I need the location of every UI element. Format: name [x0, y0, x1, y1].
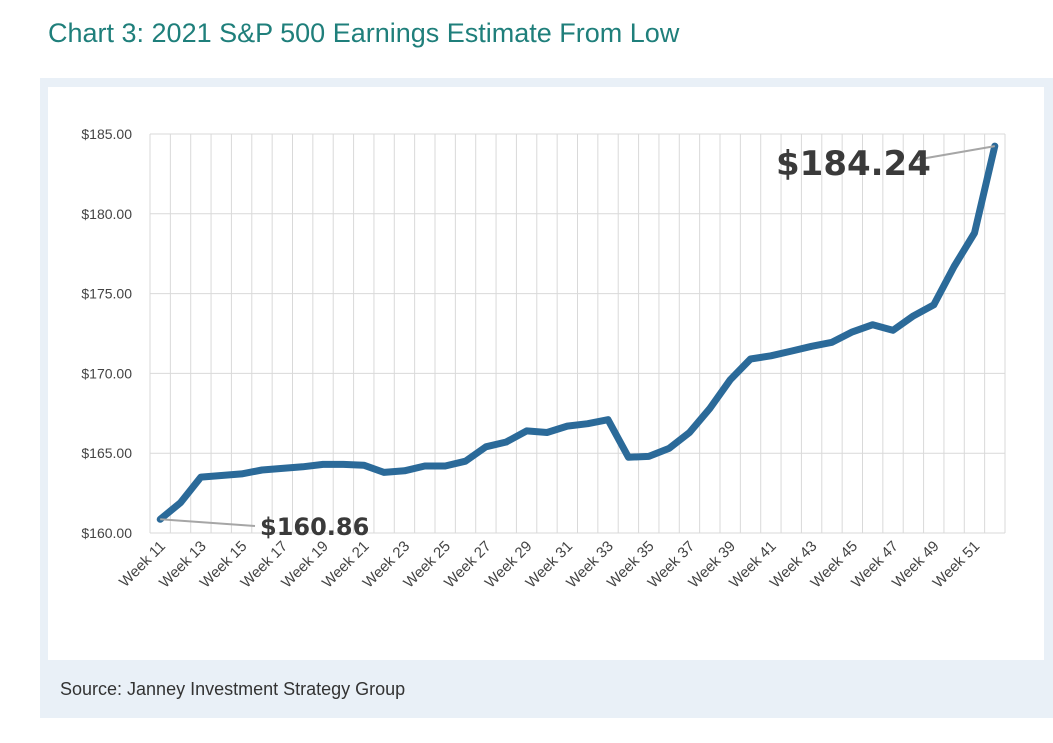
y-axis-ticks: $160.00 $165.00 $170.00 $175.00 $180.00 $185.… [81, 126, 132, 541]
y-tick-label: $170.00 [81, 365, 132, 381]
annotation-leader-high [914, 145, 995, 161]
y-tick-label: $175.00 [81, 286, 132, 302]
y-tick-label: $180.00 [81, 206, 132, 222]
y-tick-label: $185.00 [81, 126, 132, 142]
y-tick-label: $160.00 [81, 525, 132, 541]
y-tick-label: $165.00 [81, 445, 132, 461]
annotation-label-low: $160.86 [260, 513, 369, 541]
annotation-label-high: $184.24 [776, 144, 931, 184]
series-line [156, 142, 999, 523]
source-note: Source: Janney Investment Strategy Group [60, 679, 406, 699]
annotation-leader-low [160, 518, 256, 527]
chart-title: Chart 3: 2021 S&P 500 Earnings Estimate … [48, 18, 680, 48]
series-layer [156, 142, 999, 523]
annotations-layer: $160.86 $184.24 [160, 144, 995, 541]
gridlines [149, 133, 1006, 534]
